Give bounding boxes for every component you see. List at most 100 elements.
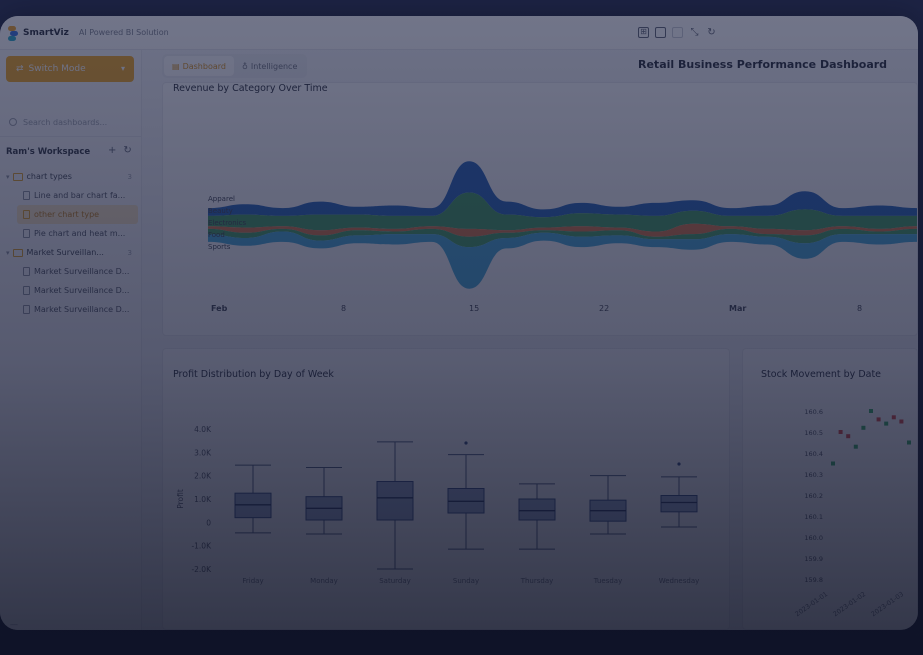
x-tick-label: Feb bbox=[211, 304, 228, 313]
scatter-point[interactable] bbox=[869, 409, 873, 413]
series-label: Sports bbox=[208, 243, 231, 251]
dashboard-icon: ▤ bbox=[172, 61, 180, 71]
scatter-chart: 160.6 160.5 160.4 160.3 160.2 160.1 160.0 159.9… bbox=[794, 408, 911, 618]
x-tick-label: Monday bbox=[310, 577, 338, 585]
tab-intelligence[interactable]: ♁ Intelligence bbox=[234, 56, 305, 76]
refresh-icon[interactable]: ↻ bbox=[123, 145, 132, 156]
fullscreen-icon[interactable]: ⤡ bbox=[690, 27, 699, 38]
scatter-point[interactable] bbox=[899, 419, 904, 424]
y-tick-label: 160.1 bbox=[804, 513, 823, 521]
x-tick-label: 2023-01-03 bbox=[870, 590, 906, 618]
tree-dashboard-item[interactable]: other chart type bbox=[17, 205, 138, 224]
y-tick-label: 160.2 bbox=[804, 492, 823, 500]
tree-item-label: chart types bbox=[26, 172, 72, 181]
scatter-point[interactable] bbox=[861, 425, 866, 430]
scatter-point[interactable] bbox=[884, 421, 889, 426]
chevron-down-icon[interactable]: ▾ bbox=[6, 248, 10, 257]
tree-dashboard-item[interactable]: Line and bar chart fa... bbox=[6, 186, 138, 205]
box-wednesday[interactable] bbox=[660, 495, 698, 513]
x-tick-label: 22 bbox=[599, 304, 609, 313]
file-icon bbox=[23, 305, 30, 314]
y-tick-label: 160.5 bbox=[804, 429, 823, 437]
refresh-icon[interactable]: ↻ bbox=[707, 27, 716, 38]
y-tick-label: -1.0K bbox=[191, 542, 212, 551]
tree-item-label: Market Surveillance D... bbox=[34, 286, 130, 295]
outlier-point[interactable] bbox=[677, 462, 681, 466]
y-tick-label: 160.3 bbox=[804, 471, 823, 479]
file-icon bbox=[23, 210, 30, 219]
tab-dashboard[interactable]: ▤ Dashboard bbox=[164, 56, 234, 76]
tree-folder[interactable]: ▾ Market Surveillan... 3 bbox=[6, 243, 138, 262]
folder-count: 3 bbox=[127, 248, 132, 257]
chevron-down-icon: ▾ bbox=[120, 64, 125, 73]
y-tick-label: 159.8 bbox=[804, 576, 823, 584]
app-window: SmartViz AI Powered BI Solution ⊞ ⤡ ↻ ⇄ … bbox=[0, 16, 918, 630]
folder-icon bbox=[12, 172, 23, 181]
search-placeholder: Search dashboards... bbox=[23, 117, 108, 127]
tree-item-label: Market Surveillan... bbox=[26, 248, 104, 257]
grid-icon[interactable] bbox=[672, 27, 683, 38]
tree-dashboard-item[interactable]: Market Surveillance D... bbox=[6, 300, 138, 319]
x-tick-label: Saturday bbox=[379, 577, 411, 585]
chevron-down-icon[interactable]: ▾ bbox=[6, 172, 10, 181]
y-tick-label: 160.6 bbox=[804, 408, 823, 416]
scatter-point[interactable] bbox=[907, 440, 911, 445]
comment-icon[interactable] bbox=[655, 27, 666, 38]
streamgraph-chart: Apparel Beauty Electronics Food Sports Feb 8 15… bbox=[208, 161, 917, 313]
tree-item-label: Market Surveillance D... bbox=[34, 305, 130, 314]
switch-mode-label: Switch Mode bbox=[28, 64, 86, 74]
switch-icon: ⇄ bbox=[16, 64, 24, 74]
y-tick-label: 0 bbox=[206, 518, 211, 527]
scatter-point[interactable] bbox=[891, 415, 896, 420]
stock-chart-panel: Stock Movement by Date 160.6 160.5 160.4 16… bbox=[742, 348, 918, 630]
tree-item-label: Line and bar chart fa... bbox=[34, 191, 126, 200]
file-icon bbox=[23, 229, 30, 238]
x-tick-label: 15 bbox=[469, 304, 479, 313]
tree-item-label: Market Surveillance D... bbox=[34, 267, 130, 276]
folder-icon bbox=[12, 248, 23, 257]
x-tick-label: 8 bbox=[857, 304, 862, 313]
dashboard-tree: ▾ chart types 3 Line and bar chart fa... oth… bbox=[6, 167, 138, 319]
x-tick-label: Sunday bbox=[453, 577, 479, 585]
collapse-icon[interactable]: — bbox=[10, 620, 18, 629]
workspace-actions: + ↻ bbox=[108, 145, 132, 156]
x-tick-label: Friday bbox=[242, 577, 263, 585]
y-tick-label: 160.0 bbox=[804, 534, 823, 542]
y-tick-label: 4.0K bbox=[194, 425, 212, 434]
x-tick-label: 2023-01-02 bbox=[832, 590, 868, 618]
box-saturday[interactable] bbox=[376, 481, 414, 521]
scatter-point[interactable] bbox=[876, 417, 881, 422]
series-label: Food bbox=[208, 231, 225, 239]
expand-icon[interactable]: ⊞ bbox=[638, 27, 649, 38]
x-tick-label: 2023-01-01 bbox=[794, 590, 830, 618]
x-tick-label: 8 bbox=[341, 304, 346, 313]
top-bar: SmartViz AI Powered BI Solution ⊞ ⤡ ↻ bbox=[0, 16, 918, 50]
series-label: Electronics bbox=[208, 219, 247, 227]
add-icon[interactable]: + bbox=[108, 145, 117, 156]
x-tick-label: Mar bbox=[729, 304, 746, 313]
tree-dashboard-item[interactable]: Pie chart and heat m... bbox=[6, 224, 138, 243]
file-icon bbox=[23, 267, 30, 276]
search-input[interactable]: Search dashboards... bbox=[6, 114, 134, 130]
tree-folder[interactable]: ▾ chart types 3 bbox=[6, 167, 138, 186]
toolbar: ⊞ ⤡ ↻ bbox=[638, 27, 717, 38]
outlier-point[interactable] bbox=[464, 441, 468, 445]
switch-mode-button[interactable]: ⇄ Switch Mode ▾ bbox=[6, 56, 134, 82]
y-tick-label: 2.0K bbox=[194, 472, 212, 481]
folder-count: 3 bbox=[127, 172, 132, 181]
view-tabs: ▤ Dashboard ♁ Intelligence bbox=[162, 54, 308, 78]
x-tick-label: Tuesday bbox=[593, 577, 622, 585]
scatter-point[interactable] bbox=[831, 461, 835, 466]
smartviz-logo-icon bbox=[8, 25, 18, 41]
scatter-point[interactable] bbox=[846, 434, 851, 439]
y-tick-label: 159.9 bbox=[804, 555, 823, 563]
scatter-point[interactable] bbox=[838, 430, 843, 434]
box-thursday[interactable] bbox=[518, 498, 556, 521]
scatter-point[interactable] bbox=[853, 444, 858, 449]
y-tick-label: 3.0K bbox=[194, 448, 212, 457]
tree-dashboard-item[interactable]: Market Surveillance D... bbox=[6, 281, 138, 300]
tree-dashboard-item[interactable]: Market Surveillance D... bbox=[6, 262, 138, 281]
tab-label: Dashboard bbox=[182, 61, 226, 71]
stream-series-apparel[interactable] bbox=[208, 161, 917, 218]
y-tick-label: 160.4 bbox=[804, 450, 823, 458]
